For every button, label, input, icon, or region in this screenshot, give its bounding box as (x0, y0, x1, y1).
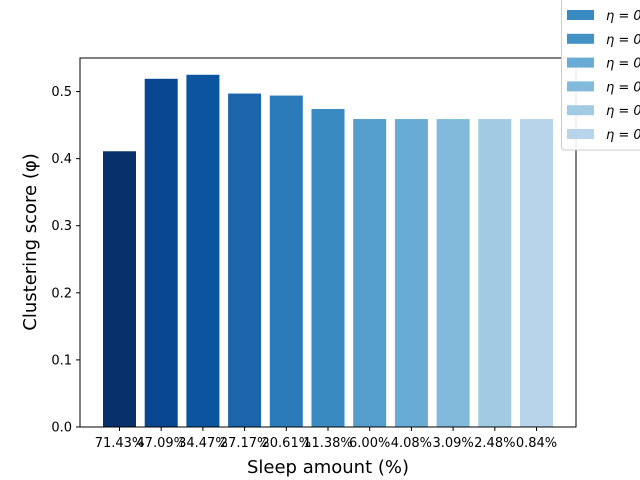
y-tick-label-3: 0.3 (51, 219, 72, 234)
bar-8 (436, 119, 470, 428)
bar-4 (269, 95, 303, 427)
y-tick-label-0: 0.0 (51, 421, 72, 436)
legend-label-5: η = 0 (606, 128, 640, 143)
legend: η = 0 η = 0 η = 0 η = 0 η = 0 η = 0 (561, 0, 640, 151)
bars-group (103, 74, 553, 428)
legend-swatch-4 (567, 105, 594, 116)
legend-label-0: η = 0 (606, 9, 640, 24)
legend-swatch-0 (567, 10, 594, 20)
x-tick-label-10: 0.84% (516, 436, 557, 451)
legend-swatch-2 (567, 57, 594, 68)
x-tick-label-0: 71.43% (95, 436, 145, 451)
x-tick-label-8: 3.09% (432, 436, 473, 451)
legend-label-3: η = 0 (606, 80, 640, 95)
legend-label-4: η = 0 (606, 104, 640, 119)
x-tick-label-1: 47.09% (136, 436, 186, 451)
legend-swatch-1 (567, 33, 594, 44)
x-tick-label-2: 34.47% (178, 436, 228, 451)
bar-10 (520, 119, 553, 428)
bar-7 (394, 119, 428, 428)
x-axis-label: Sleep amount (%) (247, 457, 409, 478)
y-tick-label-2: 0.2 (51, 286, 72, 301)
bar-5 (311, 108, 345, 428)
y-axis: 0.0 0.1 0.2 0.3 0.4 0.5 (51, 85, 80, 436)
y-tick-label-5: 0.5 (51, 85, 72, 100)
legend-label-1: η = 0 (606, 33, 640, 48)
bar-2 (186, 74, 220, 428)
bar-0 (103, 151, 136, 427)
bar-3 (228, 93, 262, 427)
x-tick-label-7: 4.08% (391, 436, 432, 451)
bar-1 (144, 78, 178, 428)
x-tick-label-9: 2.48% (474, 436, 515, 451)
y-tick-label-1: 0.1 (51, 353, 72, 368)
bar-6 (353, 119, 387, 428)
y-axis-label: Clustering score (φ) (20, 153, 41, 330)
legend-label-2: η = 0 (606, 57, 640, 72)
legend-swatch-3 (567, 81, 594, 92)
x-tick-label-4: 20.61% (262, 436, 312, 451)
bar-9 (478, 119, 512, 428)
x-tick-label-6: 6.00% (349, 436, 390, 451)
legend-swatch-5 (567, 129, 594, 139)
x-tick-label-5: 11.38% (303, 436, 353, 451)
y-tick-label-4: 0.4 (51, 152, 72, 167)
x-axis: 71.43%47.09%34.47%27.17%20.61%11.38%6.00… (95, 427, 557, 451)
x-tick-label-3: 27.17% (220, 436, 270, 451)
